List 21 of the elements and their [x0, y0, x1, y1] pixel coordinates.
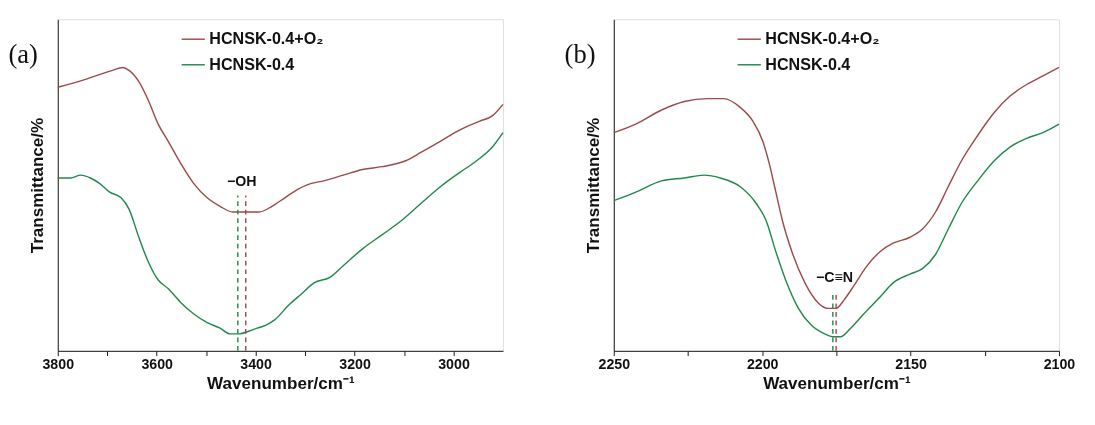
- x-tick-label: 2100: [1043, 356, 1076, 373]
- x-tick-label: 3200: [339, 356, 371, 373]
- text: (a): [8, 38, 38, 69]
- x-tick-label: 3600: [141, 356, 174, 373]
- x-tick-label: 3800: [42, 356, 75, 373]
- text: (b): [564, 38, 596, 69]
- x-tick-label: 3400: [240, 356, 273, 373]
- legend-label: HCNSK-0.4: [765, 54, 851, 73]
- x-tick-label: 3000: [438, 356, 470, 373]
- x-tick-label: 2250: [598, 356, 631, 373]
- legend-label: HCNSK-0.4+O₂: [765, 28, 880, 47]
- x-axis-title: Wavenumber/cm⁻¹: [207, 374, 355, 394]
- legend-label: HCNSK-0.4+O₂: [209, 28, 324, 47]
- x-tick-label: 2200: [746, 356, 779, 373]
- y-axis-title: Transmittance/%: [28, 117, 48, 254]
- legend-label: HCNSK-0.4: [209, 54, 295, 73]
- x-axis-title: Wavenumber/cm⁻¹: [763, 374, 911, 394]
- x-tick-label: 2150: [895, 356, 927, 373]
- annotation: −C≡N: [815, 269, 854, 286]
- y-axis-title: Transmittance/%: [584, 117, 604, 254]
- annotation: −OH: [227, 172, 257, 189]
